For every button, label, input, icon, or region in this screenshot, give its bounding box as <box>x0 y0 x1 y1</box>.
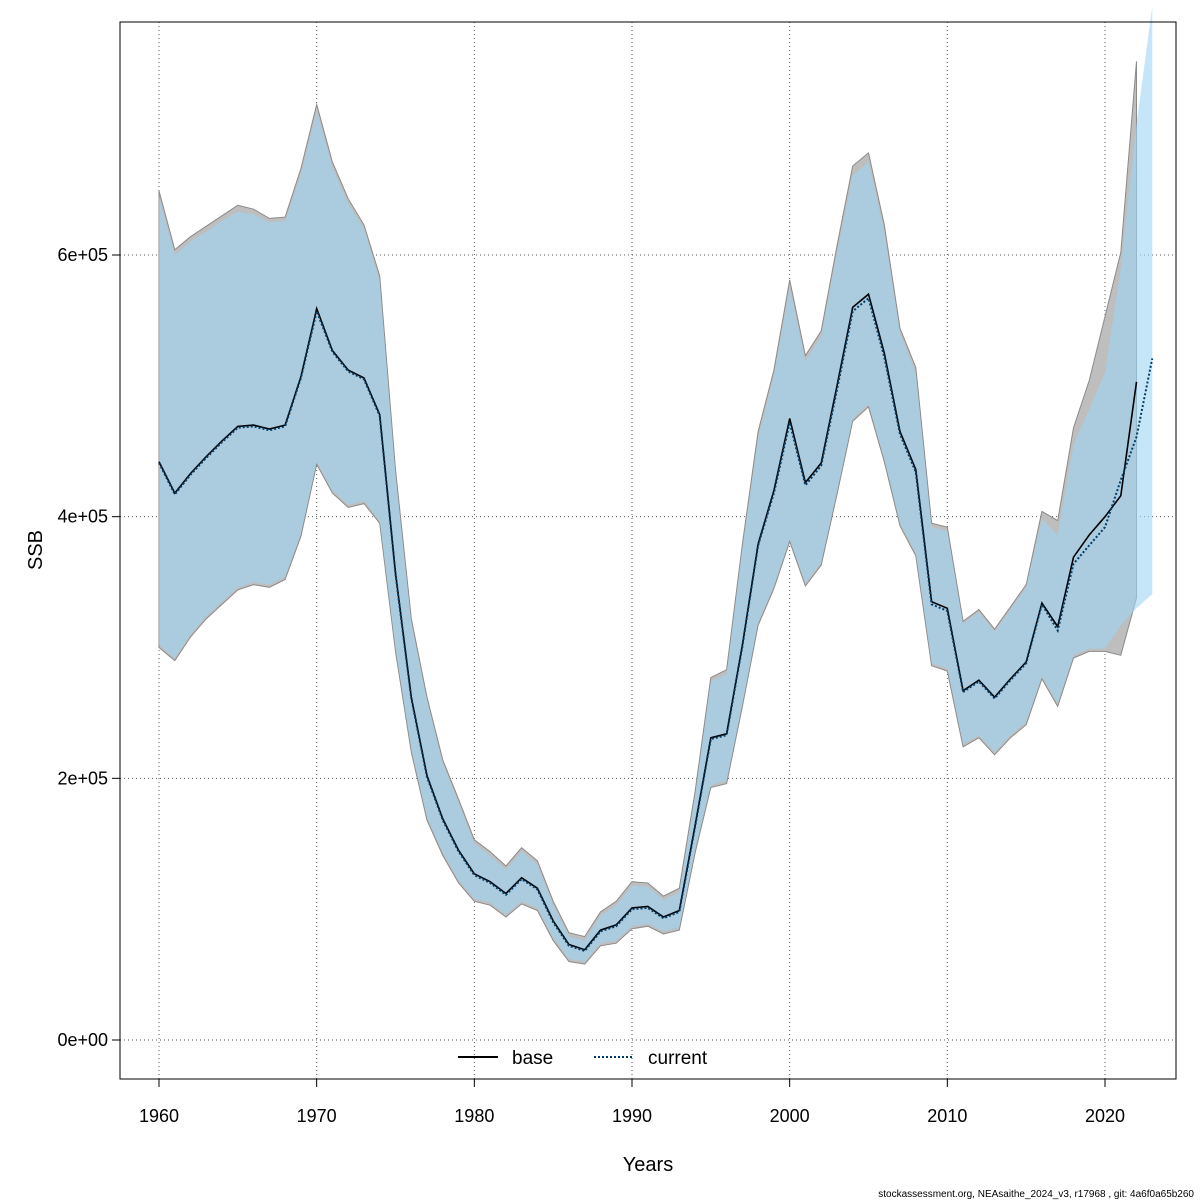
x-axis-title: Years <box>623 1154 673 1176</box>
x-tick-label-1990: 1990 <box>612 1106 652 1126</box>
plot-frame <box>119 21 1177 1080</box>
confidence-bands <box>158 6 1153 965</box>
legend-current-label: current <box>648 1048 708 1069</box>
band-current <box>159 6 1153 962</box>
x-tick-label-2000: 2000 <box>770 1106 810 1126</box>
x-tick-label-2010: 2010 <box>927 1106 967 1126</box>
y-tick-label-200000: 2e+05 <box>57 768 108 788</box>
y-tick-label-600000: 6e+05 <box>57 245 108 265</box>
x-axis: 1960 1970 1980 1990 2000 2010 2020 <box>139 1079 1125 1126</box>
y-tick-label-400000: 4e+05 <box>57 507 108 527</box>
line-base <box>158 292 1138 951</box>
x-tick-label-1980: 1980 <box>454 1106 494 1126</box>
legend: base current <box>458 1048 708 1069</box>
line-current <box>158 296 1154 953</box>
y-axis: 0e+00 2e+05 4e+05 6e+05 <box>57 245 120 1050</box>
y-tick-label-0: 0e+00 <box>57 1030 108 1050</box>
legend-base-label: base <box>512 1048 553 1069</box>
x-tick-label-1970: 1970 <box>297 1106 337 1126</box>
footer-credit: stockassessment.org, NEAsaithe_2024_v3, … <box>878 1189 1194 1200</box>
x-tick-label-2020: 2020 <box>1085 1106 1125 1126</box>
y-axis-title: SSB <box>25 530 47 570</box>
series-lines <box>158 292 1154 953</box>
grid-lines <box>120 22 1176 1079</box>
x-tick-label-1960: 1960 <box>139 1106 179 1126</box>
